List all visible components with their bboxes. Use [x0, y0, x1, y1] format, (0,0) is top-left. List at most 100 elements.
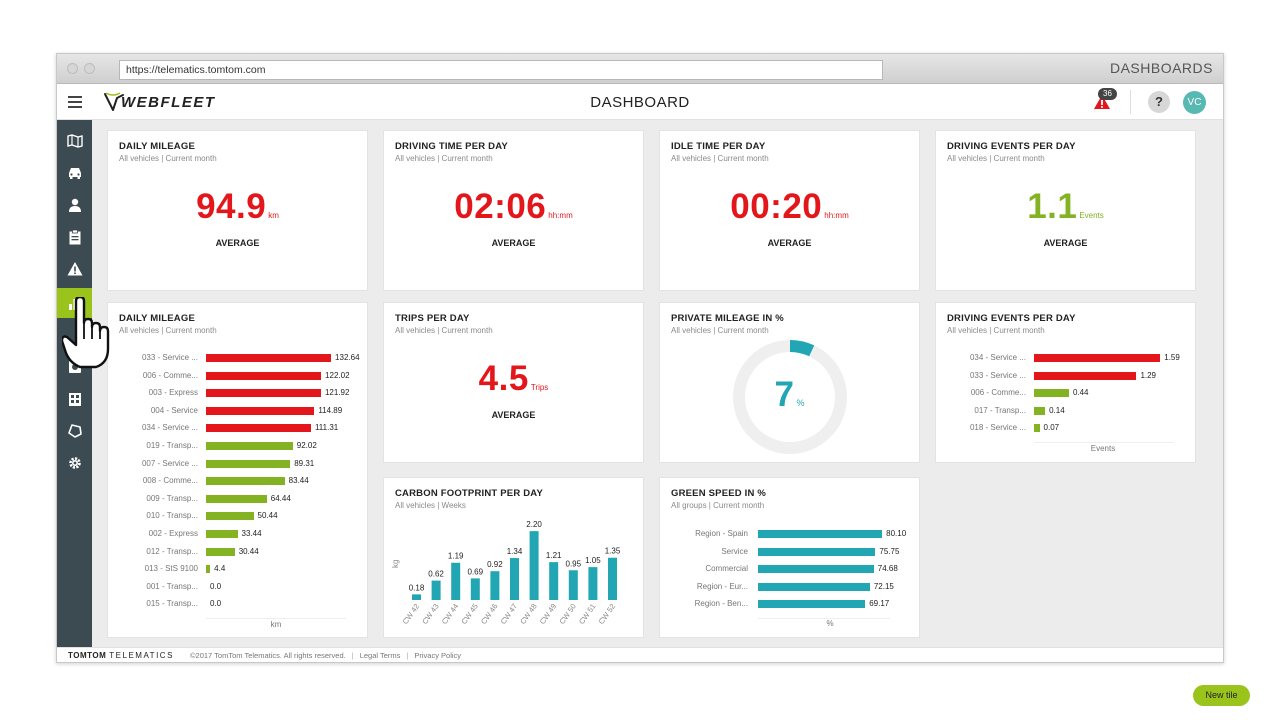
- events-bar[interactable]: [1034, 354, 1161, 362]
- footer-links: ©2017 TomTom Telematics. All rights rese…: [190, 651, 462, 660]
- tile-trips-kpi[interactable]: TRIPS PER DAY All vehicles | Current mon…: [383, 302, 644, 463]
- carbon-bar[interactable]: [412, 594, 421, 600]
- hamburger-menu-icon[interactable]: [68, 96, 82, 108]
- alert-icon[interactable]: [1093, 93, 1111, 111]
- mileage-bar[interactable]: [206, 424, 311, 433]
- kpi-label: AVERAGE: [491, 238, 536, 248]
- tile-daily-mileage-chart[interactable]: DAILY MILEAGE All vehicles | Current mon…: [107, 302, 368, 638]
- user-avatar[interactable]: VC: [1183, 91, 1206, 114]
- webfleet-logo[interactable]: WEBFLEET: [103, 90, 229, 114]
- privacy-policy-link[interactable]: Privacy Policy: [414, 651, 462, 660]
- carbon-tick-label: CW 42: [401, 602, 422, 626]
- carbon-footprint-chart: kg 0.18 CW 42 0.62 CW 43 1.19 CW 44 0.69 CW 45 0…: [392, 520, 621, 626]
- carbon-bar[interactable]: [510, 558, 519, 600]
- mileage-value-label: 4.4: [214, 564, 226, 574]
- car-icon[interactable]: [57, 158, 92, 188]
- clipboard-icon[interactable]: [57, 222, 92, 252]
- tile-subtitle: All vehicles | Current month: [395, 326, 493, 335]
- mileage-bar[interactable]: [206, 477, 285, 486]
- tile-idle-time-kpi[interactable]: IDLE TIME PER DAY All vehicles | Current…: [659, 130, 920, 291]
- mileage-bar[interactable]: [206, 547, 235, 556]
- green-speed-bar[interactable]: [758, 547, 876, 556]
- green-speed-bar[interactable]: [758, 530, 883, 538]
- mileage-bar[interactable]: [206, 459, 291, 468]
- events-bar[interactable]: [1034, 406, 1046, 415]
- dashboard-icon[interactable]: [57, 288, 92, 318]
- alert-count-badge[interactable]: 36: [1098, 88, 1117, 100]
- green-speed-category-label: Region - Eur...: [696, 581, 748, 591]
- mileage-value-label: 33.44: [241, 529, 262, 538]
- mileage-bar[interactable]: [206, 371, 322, 380]
- fuel-icon[interactable]: [57, 352, 92, 382]
- tile-private-mileage[interactable]: PRIVATE MILEAGE IN % All vehicles | Curr…: [659, 302, 920, 463]
- green-speed-bar[interactable]: [758, 582, 870, 591]
- address-bar[interactable]: https://telematics.tomtom.com: [119, 60, 883, 80]
- carbon-bar[interactable]: [470, 578, 480, 600]
- kpi-label: AVERAGE: [767, 238, 812, 248]
- kpi-unit: hh:mm: [548, 211, 573, 220]
- events-category-label: 034 - Service ...: [969, 353, 1026, 362]
- carbon-bar[interactable]: [529, 531, 539, 600]
- browser-window: https://telematics.tomtom.com DASHBOARDS…: [56, 53, 1250, 706]
- carbon-bar[interactable]: [549, 562, 559, 600]
- mileage-category-label: 010 - Transp...: [146, 511, 198, 521]
- tile-green-speed[interactable]: GREEN SPEED IN % All groups | Current mo…: [659, 477, 920, 638]
- events-bar[interactable]: [1034, 424, 1040, 433]
- tile-title: DRIVING EVENTS PER DAY: [947, 313, 1076, 324]
- tile-driving-events-kpi[interactable]: DRIVING EVENTS PER DAY All vehicles | Cu…: [935, 130, 1196, 291]
- events-value-label: 0.07: [1043, 423, 1060, 433]
- footer-brand: TOMTOM: [68, 651, 107, 660]
- tile-driving-time-kpi[interactable]: DRIVING TIME PER DAY All vehicles | Curr…: [383, 130, 644, 291]
- tile-carbon-footprint[interactable]: CARBON FOOTPRINT PER DAY All vehicles | …: [383, 477, 644, 638]
- mileage-bar[interactable]: [206, 406, 315, 415]
- green-speed-value-label: 80.10: [886, 529, 907, 538]
- tile-driving-events-chart[interactable]: DRIVING EVENTS PER DAY All vehicles | Cu…: [935, 302, 1196, 463]
- settings-icon[interactable]: [57, 448, 92, 478]
- events-bar[interactable]: [1034, 371, 1137, 380]
- mileage-bar[interactable]: [206, 565, 211, 574]
- carbon-bar[interactable]: [490, 571, 500, 600]
- mileage-value-label: 83.44: [288, 476, 309, 486]
- mileage-bar[interactable]: [206, 530, 238, 538]
- kpi-value: 02:06 hh:mm: [384, 187, 643, 227]
- app-header: WEBFLEET DASHBOARD 36 ? VC: [57, 84, 1223, 120]
- carbon-bar[interactable]: [451, 562, 461, 600]
- driver-icon[interactable]: [57, 190, 92, 220]
- carbon-value-label: 1.05: [585, 556, 601, 565]
- new-tile-button[interactable]: New tile: [1193, 685, 1250, 706]
- building-icon[interactable]: [57, 384, 92, 414]
- green-speed-value-label: 72.15: [873, 581, 894, 591]
- green-speed-category-label: Region - Spain: [695, 529, 748, 538]
- carbon-tick-label: CW 44: [440, 602, 461, 626]
- mileage-bar[interactable]: [206, 389, 321, 398]
- map-icon[interactable]: [57, 126, 92, 156]
- green-speed-value-label: 69.17: [869, 599, 890, 609]
- mileage-bar[interactable]: [206, 494, 267, 503]
- mileage-bar[interactable]: [206, 354, 332, 362]
- carbon-bar[interactable]: [431, 580, 441, 600]
- carbon-bar[interactable]: [568, 570, 578, 600]
- mileage-bar[interactable]: [206, 512, 254, 521]
- mileage-category-label: 002 - Express: [148, 529, 198, 538]
- warning-icon[interactable]: [57, 254, 92, 284]
- geozone-icon[interactable]: [57, 416, 92, 446]
- events-value-label: 1.29: [1140, 370, 1157, 380]
- carbon-bar[interactable]: [608, 557, 617, 600]
- legal-terms-link[interactable]: Legal Terms: [359, 651, 401, 660]
- mileage-value-label: 30.44: [238, 546, 259, 556]
- mileage-bar[interactable]: [206, 442, 293, 450]
- x-axis-label: Events: [1090, 444, 1116, 453]
- tile-daily-mileage-kpi[interactable]: DAILY MILEAGE All vehicles | Current mon…: [107, 130, 368, 291]
- carbon-value-label: 0.95: [566, 559, 582, 568]
- events-bar[interactable]: [1034, 389, 1069, 398]
- tile-title: CARBON FOOTPRINT PER DAY: [395, 488, 544, 499]
- tile-subtitle: All vehicles | Weeks: [395, 501, 466, 510]
- carbon-value-label: 0.92: [487, 560, 503, 569]
- carbon-tick-label: CW 45: [459, 602, 480, 626]
- help-button[interactable]: ?: [1148, 91, 1170, 113]
- carbon-bar[interactable]: [588, 567, 598, 600]
- window-close-button[interactable]: [67, 63, 78, 74]
- green-speed-bar[interactable]: [758, 600, 866, 609]
- green-speed-bar[interactable]: [758, 565, 874, 574]
- window-minimize-button[interactable]: [84, 63, 95, 74]
